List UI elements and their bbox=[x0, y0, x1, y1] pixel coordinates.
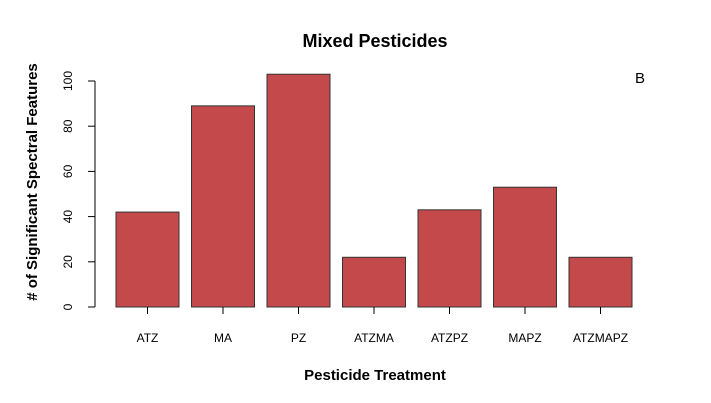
y-tick-label: 100 bbox=[61, 71, 75, 91]
x-axis: ATZ MA PZ ATZMA ATZPZ MAPZ ATZMAPZ bbox=[137, 307, 628, 345]
bar-atz bbox=[115, 211, 180, 308]
y-tick-label: 0 bbox=[61, 303, 75, 310]
x-tick-label-mapz: MAPZ bbox=[508, 331, 541, 345]
panel-label: B bbox=[635, 70, 645, 87]
chart-title: Mixed Pesticides bbox=[302, 31, 447, 51]
y-tick-label: 20 bbox=[61, 255, 75, 269]
y-tick-label: 60 bbox=[61, 164, 75, 178]
y-axis: 0 20 40 60 80 100 bbox=[61, 71, 96, 310]
bar-atzma bbox=[342, 256, 406, 308]
bar-ma bbox=[191, 105, 255, 308]
x-tick-label-atzma: ATZMA bbox=[354, 331, 394, 345]
x-tick-label-atzpz: ATZPZ bbox=[431, 331, 468, 345]
bar-mapz bbox=[493, 186, 557, 308]
y-axis-label: # of Significant Spectral Features bbox=[24, 63, 41, 301]
bar-pz bbox=[266, 73, 331, 308]
y-tick-label: 80 bbox=[61, 119, 75, 133]
bar-atzmapz bbox=[568, 256, 633, 308]
x-axis-label: Pesticide Treatment bbox=[304, 367, 446, 384]
x-tick-label-pz: PZ bbox=[291, 331, 306, 345]
bar-atzpz bbox=[417, 209, 482, 308]
x-tick-label-atz: ATZ bbox=[137, 331, 159, 345]
bars-group bbox=[115, 73, 633, 308]
y-tick-label: 40 bbox=[61, 210, 75, 224]
x-tick-label-ma: MA bbox=[214, 331, 232, 345]
x-tick-label-atzmapz: ATZMAPZ bbox=[573, 331, 628, 345]
